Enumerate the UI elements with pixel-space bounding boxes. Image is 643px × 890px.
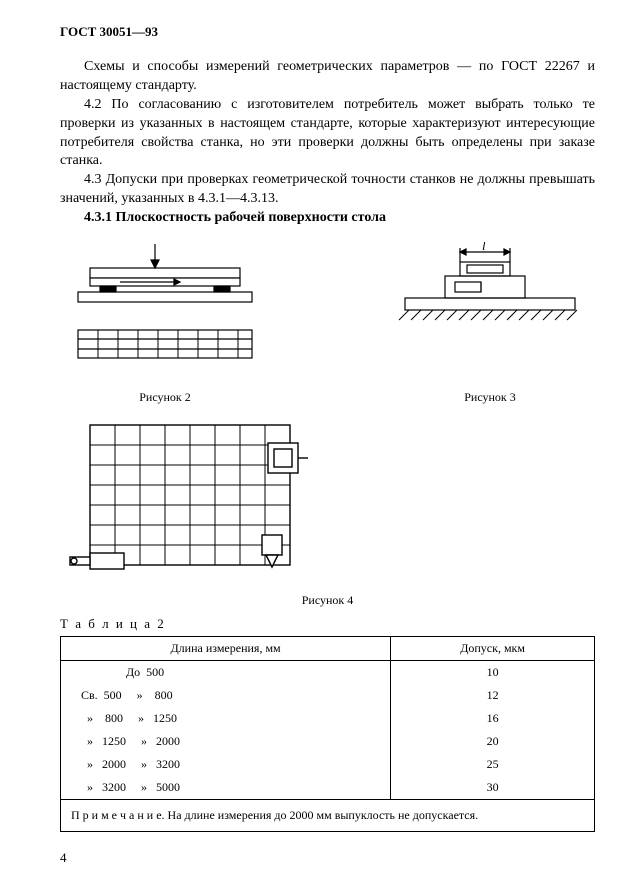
figure-2-svg [60, 242, 270, 382]
table-row: » 2000 » 3200 [81, 757, 180, 771]
table-row: 12 [391, 684, 595, 707]
table-col2-header: Допуск, мкм [391, 637, 595, 661]
figure-2-caption: Рисунок 2 [60, 390, 270, 405]
table-row: 20 [391, 730, 595, 753]
figure-3-label: l [482, 242, 486, 253]
paragraph-2: 4.2 По согласованию с изготовителем потр… [60, 96, 595, 172]
table-row: » 800 » 1250 [81, 711, 177, 725]
figure-4: Рисунок 4 [60, 415, 595, 608]
table-row: » 3200 » 5000 [81, 780, 180, 794]
table-row: 16 [391, 707, 595, 730]
table-title: Т а б л и ц а 2 [60, 616, 595, 632]
page-number: 4 [60, 850, 595, 866]
tolerance-table: Длина измерения, мм Допуск, мкм До 500 1… [60, 636, 595, 832]
figure-3-svg: l [385, 242, 595, 382]
paragraph-1: Схемы и способы измерений геометрических… [60, 58, 595, 96]
table-row: До 500 [81, 665, 164, 679]
figure-4-svg [60, 415, 320, 585]
table-row: » 1250 » 2000 [81, 734, 180, 748]
paragraph-3: 4.3 Допуски при проверках геометрической… [60, 171, 595, 209]
figure-2: Рисунок 2 [60, 242, 270, 405]
figure-3: l Рисунок 3 [385, 242, 595, 405]
table-col1-header: Длина измерения, мм [61, 637, 391, 661]
figure-4-caption: Рисунок 4 [60, 593, 595, 608]
paragraph-4: 4.3.1 Плоскостность рабочей поверхности … [60, 209, 595, 228]
table-row: 25 [391, 753, 595, 776]
table-note: П р и м е ч а н и е. На длине измерения … [61, 800, 595, 832]
table-row: 10 [391, 661, 595, 685]
table-row: Св. 500 » 800 [81, 688, 173, 702]
table-row: 30 [391, 776, 595, 800]
figure-3-caption: Рисунок 3 [385, 390, 595, 405]
doc-header: ГОСТ 30051—93 [60, 24, 595, 40]
